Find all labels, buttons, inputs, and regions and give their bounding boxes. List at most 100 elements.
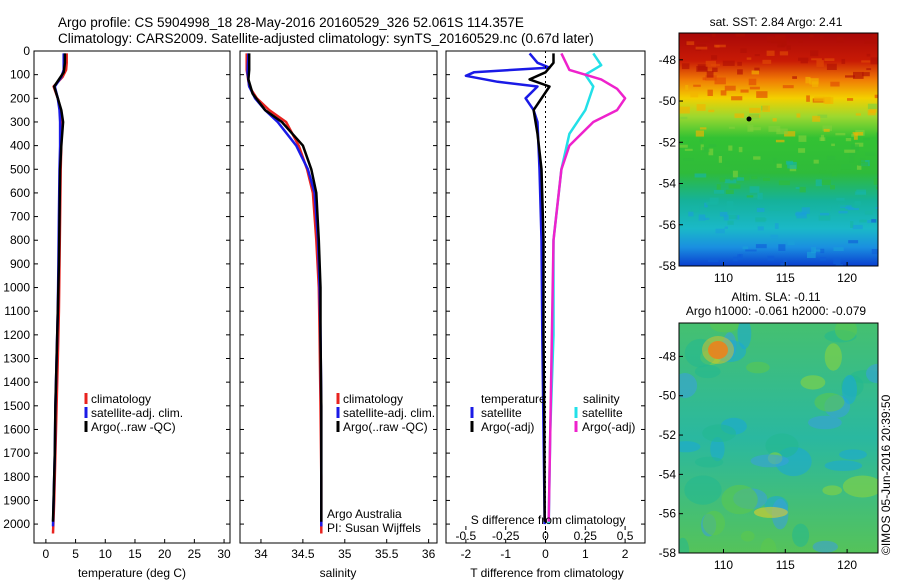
- xtick-label: -2: [461, 547, 472, 561]
- sla-blob: [866, 363, 878, 384]
- sla-map-texture: [679, 323, 878, 553]
- sst-pixel: [686, 41, 695, 46]
- sst-pixel: [871, 249, 878, 255]
- sst-pixel: [775, 139, 785, 143]
- sla-blob: [822, 485, 842, 496]
- sla-map-frame: [678, 322, 879, 554]
- sst-pixel: [819, 170, 826, 174]
- sst-pixel: [728, 145, 733, 151]
- sst-pixel: [811, 81, 819, 87]
- sst-pixel: [754, 67, 760, 71]
- sla-blob: [834, 323, 858, 341]
- sst-pixel: [723, 214, 729, 221]
- sla-blob: [746, 361, 770, 374]
- sst-pixel: [749, 86, 760, 90]
- sst-pixel: [854, 142, 864, 147]
- sst-pixel: [749, 113, 760, 119]
- sst-pixel: [709, 197, 719, 204]
- sst-pixel: [770, 37, 783, 44]
- ytick-label: 400: [10, 139, 30, 153]
- sst-pixel: [725, 205, 737, 211]
- sst-pixel: [746, 57, 752, 60]
- legend-title-temperature: temperature: [481, 392, 546, 406]
- sst-pixel: [725, 160, 730, 167]
- sst-pixel: [706, 208, 710, 212]
- sst-pixel: [728, 184, 741, 189]
- temperature-yticks: 0 100 200 300 400 500 600 700 800 900 1000 1100 1200…: [3, 44, 230, 531]
- sst-pixel: [750, 127, 761, 131]
- argo-location-marker: [746, 116, 752, 122]
- xtick-label: 20: [158, 547, 172, 561]
- sst-pixel: [835, 264, 843, 266]
- sst-pixel: [831, 171, 837, 177]
- sst-pixel: [754, 54, 760, 57]
- sst-map-panel: sat. SST: 2.84 Argo: 2.41 -48 -50 -52 -54 -5…: [659, 15, 879, 285]
- sla-blob: [737, 323, 752, 350]
- diff-series-4: [547, 52, 627, 522]
- difference-top-xticks: -0.5-0.2500.250.5: [456, 526, 634, 543]
- sst-pixel: [762, 105, 770, 112]
- temperature-xticks: 0 5 10 15 20 25 30: [43, 539, 231, 561]
- salinity-xlabel: salinity: [320, 566, 357, 580]
- sst-pixel: [715, 45, 720, 48]
- difference-yticks: [446, 50, 645, 525]
- sst-pixel: [719, 211, 728, 217]
- sla-blob: [702, 510, 726, 536]
- sst-pixel: [747, 168, 759, 173]
- sla-blob: [702, 424, 736, 443]
- sst-pixel: [718, 156, 722, 163]
- sst-pixel: [787, 239, 795, 245]
- sst-pixel: [708, 148, 714, 156]
- sst-pixel: [866, 53, 871, 57]
- sst-pixel: [819, 36, 824, 40]
- imos-credit: ©IMOS 05-Jun-2016 20:39:50: [879, 394, 893, 555]
- sst-pixel: [867, 109, 876, 116]
- sst-pixel: [849, 156, 855, 163]
- sst-pixel: [865, 152, 876, 156]
- sst-map-texture: [679, 33, 878, 266]
- sst-pixel: [800, 60, 808, 64]
- sst-pixel: [795, 187, 800, 189]
- sla-blob: [808, 415, 842, 430]
- sst-pixel: [801, 207, 810, 214]
- sst-pixel: [705, 201, 718, 206]
- legend-label-climatology: climatology: [343, 392, 403, 406]
- sst-pixel: [734, 113, 745, 118]
- xtick-label: 35: [338, 547, 352, 561]
- temperature-xlabel: temperature (deg C): [78, 566, 186, 580]
- annotation-pi: PI: Susan Wijffels: [327, 521, 421, 535]
- sst-pixel: [851, 133, 855, 137]
- xtick-label: 120: [837, 271, 857, 285]
- sst-pixel: [732, 170, 738, 178]
- sst-pixel: [876, 186, 878, 190]
- sst-pixel: [775, 35, 786, 41]
- sst-pixel: [837, 204, 847, 207]
- sst-pixel: [867, 103, 877, 110]
- sst-pixel: [731, 96, 743, 101]
- sst-pixel: [680, 116, 688, 120]
- sst-pixel: [820, 212, 830, 216]
- sla-blob: [814, 392, 845, 412]
- sst-pixel: [826, 63, 837, 70]
- sst-pixel: [809, 78, 819, 85]
- sla-blob: [842, 374, 857, 405]
- sst-pixel: [711, 33, 716, 38]
- legend-title-salinity: salinity: [583, 392, 620, 406]
- difference-xticks: -2 -1 0 1 2: [461, 539, 629, 561]
- sst-pixel: [776, 163, 782, 168]
- sst-pixel: [756, 207, 765, 213]
- sst-pixel: [852, 132, 864, 136]
- xtick-label: 35.5: [375, 547, 399, 561]
- sla-high-spot: [708, 341, 728, 359]
- sst-pixel: [751, 70, 759, 75]
- legend-label-satellite: satellite-adj. clim.: [343, 406, 435, 420]
- sst-pixel: [730, 177, 734, 181]
- sla-blob: [740, 530, 755, 542]
- sst-pixel: [694, 173, 707, 178]
- sst-pixel: [818, 215, 831, 221]
- sst-pixel: [830, 185, 835, 190]
- xtick-label: 0: [43, 547, 50, 561]
- sst-map-xticks: 110 115 120: [714, 262, 857, 285]
- series-line-3: [247, 53, 323, 522]
- sst-pixel: [703, 217, 710, 220]
